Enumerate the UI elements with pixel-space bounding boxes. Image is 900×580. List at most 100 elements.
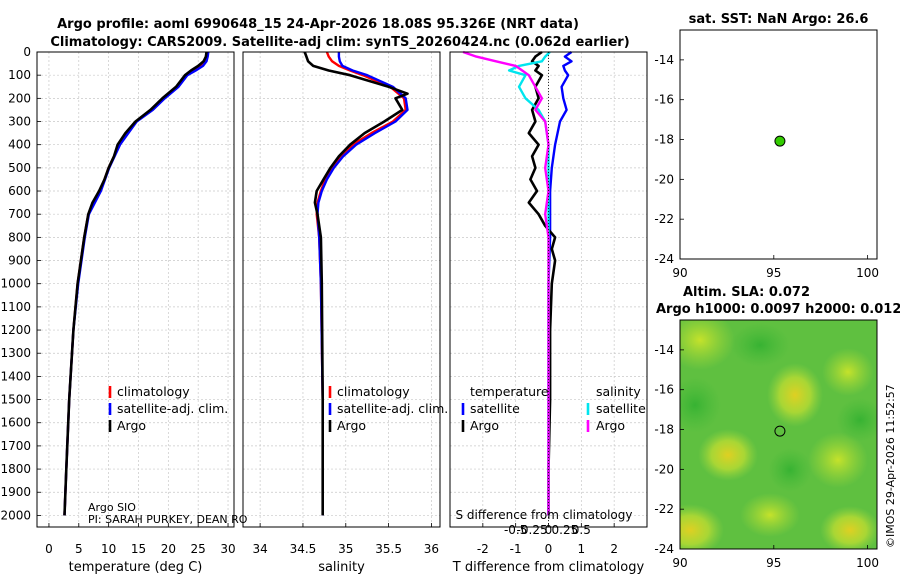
x-tick-label: 36 bbox=[424, 542, 439, 556]
figure-title-line2: Climatology: CARS2009. Satellite-adj cli… bbox=[50, 35, 629, 50]
map-x-tick-label: 90 bbox=[672, 556, 687, 570]
legend-title-temperature: temperature bbox=[470, 384, 549, 399]
x-tick-label: 10 bbox=[101, 542, 116, 556]
legend-label: climatology bbox=[117, 384, 190, 399]
legend-title-salinity: salinity bbox=[596, 384, 641, 399]
x-tick-label: 34 bbox=[252, 542, 267, 556]
legend-label: climatology bbox=[337, 384, 410, 399]
series-argo bbox=[303, 51, 409, 516]
y-tick-label: 1800 bbox=[0, 462, 31, 476]
salinity-panel: 34 34.5 35 35.5 36 salinity climatology satelli… bbox=[242, 51, 448, 575]
y-tick-label: 400 bbox=[8, 138, 31, 152]
x-tick-label: 35.5 bbox=[375, 542, 402, 556]
x-axis-label: T difference from climatology bbox=[452, 560, 645, 575]
credit-text: PI: SARAH PURKEY, DEAN RO bbox=[88, 513, 248, 526]
y-tick-label: 1500 bbox=[0, 393, 31, 407]
inner-tick-label: 0 bbox=[545, 523, 553, 537]
map-title: sat. SST: NaN Argo: 26.6 bbox=[689, 12, 869, 27]
y-tick-label: 1700 bbox=[0, 439, 31, 453]
argo-float-marker bbox=[774, 425, 786, 437]
x-tick-label: -1 bbox=[510, 542, 522, 556]
map-y-tick-label: -18 bbox=[654, 133, 674, 147]
map-y-tick-label: -14 bbox=[654, 53, 674, 67]
legend-label: Argo bbox=[117, 418, 146, 433]
map-x-tick-label: 90 bbox=[672, 266, 687, 280]
map-title-line2: Argo h1000: 0.0097 h2000: 0.012 bbox=[656, 302, 900, 317]
map-x-tick-label: 100 bbox=[856, 556, 879, 570]
legend-label: Argo bbox=[470, 418, 499, 433]
series-t-argo bbox=[527, 50, 557, 516]
axes-frame bbox=[36, 51, 235, 528]
map-title-line1: Altim. SLA: 0.072 bbox=[683, 285, 810, 300]
inner-axis-label: S difference from climatology bbox=[456, 508, 633, 522]
y-tick-label: 1200 bbox=[0, 323, 31, 337]
y-tick-label: 600 bbox=[8, 184, 31, 198]
x-tick-label: -2 bbox=[477, 542, 489, 556]
axes-frame bbox=[242, 51, 441, 528]
map-x-tick-label: 95 bbox=[766, 266, 781, 280]
y-tick-label: 1400 bbox=[0, 369, 31, 383]
map-y-tick-label: -16 bbox=[654, 383, 674, 397]
map-y-tick-label: -22 bbox=[654, 502, 674, 516]
inner-tick-label: 0.25 bbox=[552, 523, 579, 537]
y-tick-label: 500 bbox=[8, 161, 31, 175]
x-tick-label: 0 bbox=[45, 542, 53, 556]
y-tick-label: 700 bbox=[8, 207, 31, 221]
map-y-tick-label: -16 bbox=[654, 93, 674, 107]
x-tick-label: 20 bbox=[161, 542, 176, 556]
y-tick-label: 100 bbox=[8, 68, 31, 82]
map-y-tick-label: -24 bbox=[654, 542, 674, 556]
x-tick-label: 2 bbox=[610, 542, 618, 556]
y-tick-label: 1300 bbox=[0, 346, 31, 360]
temperature-panel: 0100200300400500600700800900100011001200… bbox=[0, 45, 247, 575]
x-tick-label: 5 bbox=[75, 542, 83, 556]
y-tick-label: 1000 bbox=[0, 277, 31, 291]
inner-tick-label: -0.5 bbox=[504, 523, 527, 537]
x-tick-label: 34.5 bbox=[290, 542, 317, 556]
map-y-tick-label: -14 bbox=[654, 343, 674, 357]
legend-label: satellite-adj. clim. bbox=[337, 401, 448, 416]
x-tick-label: 15 bbox=[131, 542, 146, 556]
x-tick-label: 25 bbox=[191, 542, 206, 556]
x-tick-label: 0 bbox=[545, 542, 553, 556]
x-tick-label: 35 bbox=[338, 542, 353, 556]
series-s-argo bbox=[462, 50, 550, 516]
legend-label: satellite bbox=[470, 401, 520, 416]
timestamp: ©IMOS 29-Apr-2026 11:52:57 bbox=[884, 384, 897, 548]
map-y-tick-label: -24 bbox=[654, 252, 674, 266]
y-tick-label: 2000 bbox=[0, 508, 31, 522]
sla-field bbox=[680, 320, 877, 549]
x-axis-label: salinity bbox=[318, 560, 365, 575]
difference-panel: -2 -1 0 1 2 T difference from climatology temp… bbox=[449, 50, 648, 575]
x-tick-label: 1 bbox=[578, 542, 586, 556]
x-tick-label: 30 bbox=[220, 542, 235, 556]
y-tick-label: 800 bbox=[8, 230, 31, 244]
x-axis-label: temperature (deg C) bbox=[69, 560, 203, 575]
legend-label: satellite bbox=[596, 401, 646, 416]
figure-title-line1: Argo profile: aoml 6990648_15 24-Apr-202… bbox=[57, 17, 579, 32]
y-tick-label: 200 bbox=[8, 91, 31, 105]
y-tick-label: 900 bbox=[8, 254, 31, 268]
legend-label: satellite-adj. clim. bbox=[117, 401, 228, 416]
map-y-tick-label: -20 bbox=[654, 462, 674, 476]
y-tick-label: 1900 bbox=[0, 485, 31, 499]
map-y-tick-label: -22 bbox=[654, 212, 674, 226]
map-x-tick-label: 100 bbox=[856, 266, 879, 280]
y-tick-label: 0 bbox=[23, 45, 31, 59]
credit-text: Argo SIO bbox=[88, 501, 136, 514]
map-y-tick-label: -18 bbox=[654, 423, 674, 437]
inner-tick-label: -0.25 bbox=[517, 523, 548, 537]
y-tick-label: 300 bbox=[8, 115, 31, 129]
inner-tick-label: 0.5 bbox=[572, 523, 591, 537]
y-tick-label: 1100 bbox=[0, 300, 31, 314]
argo-float-marker bbox=[774, 135, 786, 147]
series-argo bbox=[63, 51, 208, 516]
legend-label: Argo bbox=[596, 418, 625, 433]
legend-label: Argo bbox=[337, 418, 366, 433]
y-tick-label: 1600 bbox=[0, 416, 31, 430]
map-x-tick-label: 95 bbox=[766, 556, 781, 570]
map-y-tick-label: -20 bbox=[654, 172, 674, 186]
